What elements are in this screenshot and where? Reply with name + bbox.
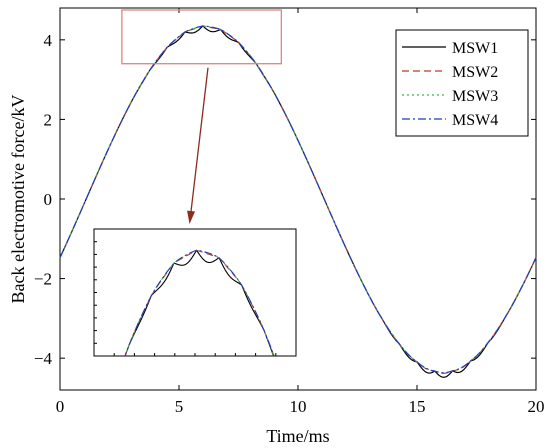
zoom-region-box [121,9,282,65]
legend-label-msw3: MSW3 [452,88,498,105]
legend-box [395,29,529,137]
y-tick-label: −4 [34,349,53,368]
plot-area: 0 5 10 15 20 −4 −2 0 2 4 [34,7,545,416]
x-ticks-group: 0 5 10 15 20 [56,8,545,416]
inset-frame [93,228,297,357]
zoom-arrow [189,67,209,221]
x-tick-label: 10 [290,397,307,416]
x-tick-label: 0 [56,397,65,416]
y-axis-label: Back electromotive force/kV [8,95,28,304]
x-axis-label: Time/ms [266,426,329,446]
y-tick-label: 2 [44,110,53,129]
inset-ticks-group [94,241,277,356]
inset-series-group [124,249,275,356]
x-tick-label: 15 [409,397,426,416]
legend-entries: MSW1 MSW2 MSW3 MSW4 [402,40,498,129]
legend: MSW1 MSW2 MSW3 MSW4 [395,29,529,137]
y-tick-label: −2 [34,270,52,289]
legend-label-msw2: MSW2 [452,64,498,81]
y-ticks-group: −4 −2 0 2 4 [34,31,536,368]
legend-label-msw4: MSW4 [452,112,498,129]
legend-label-msw1: MSW1 [452,40,498,57]
main-series-group [59,25,537,378]
series-line-msw3 [59,25,537,374]
zoom-arrow-head [187,210,196,224]
inset-plot [93,228,297,357]
y-tick-label: 4 [44,31,53,50]
series-line-msw4 [59,25,537,374]
x-tick-label: 20 [528,397,545,416]
y-tick-label: 0 [44,190,53,209]
x-tick-label: 5 [175,397,184,416]
inset-series-line-msw4 [124,249,275,356]
